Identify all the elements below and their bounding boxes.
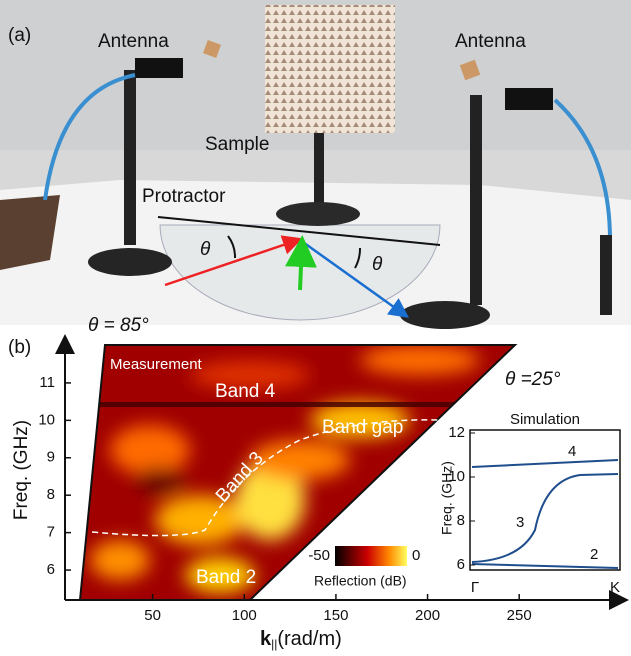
annotation: Antenna [98, 31, 169, 52]
inset-curve-label: 4 [568, 443, 576, 460]
x-label-unit: (rad/m) [277, 628, 341, 650]
y-tick-label: 11 [39, 374, 55, 391]
colorbar [335, 546, 407, 566]
annotation: θ = 85° [88, 315, 149, 336]
x-tick-label: 250 [507, 607, 532, 624]
x-tick-label: 50 [144, 607, 161, 624]
annotation: Protractor [142, 186, 226, 207]
y-tick-label: 10 [38, 411, 55, 428]
colorbar-max: 0 [412, 547, 420, 564]
annotation: Band gap [322, 417, 403, 438]
annotation: Band 2 [196, 567, 256, 588]
x-tick-label: 200 [415, 607, 440, 624]
inset-curve-label: 3 [516, 514, 524, 531]
inset-y-tick-label: 8 [457, 512, 465, 529]
y-tick-label: 8 [47, 486, 55, 503]
annotation: Sample [205, 134, 269, 155]
inset-x-tick: Γ [471, 579, 479, 596]
panel-label: (b) [8, 337, 31, 358]
x-tick-label: 100 [232, 607, 257, 624]
y-tick-label: 9 [47, 449, 55, 466]
inset-curve-label: 2 [590, 546, 598, 563]
panel-label: (a) [8, 25, 31, 46]
figure: (a) Antenna Antenna Sample Protractor θ … [0, 0, 631, 656]
annotation: θ [372, 254, 383, 275]
x-axis-label: k||(rad/m) [260, 628, 342, 651]
annotation: θ =25° [505, 369, 561, 390]
photo [0, 0, 631, 329]
inset-title: Simulation [510, 411, 580, 428]
inset-x-tick: K [610, 579, 620, 596]
inset-y-tick-label: 12 [448, 424, 465, 441]
annotation: Antenna [455, 31, 526, 52]
inset-y-tick-label: 10 [448, 468, 465, 485]
colorbar-min: -50 [308, 547, 330, 564]
inset-y-tick-label: 6 [457, 556, 465, 573]
annotation: Band 4 [215, 381, 276, 402]
x-tick-label: 150 [323, 607, 348, 624]
y-tick-label: 7 [47, 524, 55, 541]
annotation: Measurement [110, 356, 203, 373]
y-axis-label: Freq. (GHz) [11, 420, 32, 520]
y-tick-label: 6 [47, 561, 55, 578]
annotation: θ [200, 239, 211, 260]
colorbar-label: Reflection (dB) [314, 573, 407, 589]
